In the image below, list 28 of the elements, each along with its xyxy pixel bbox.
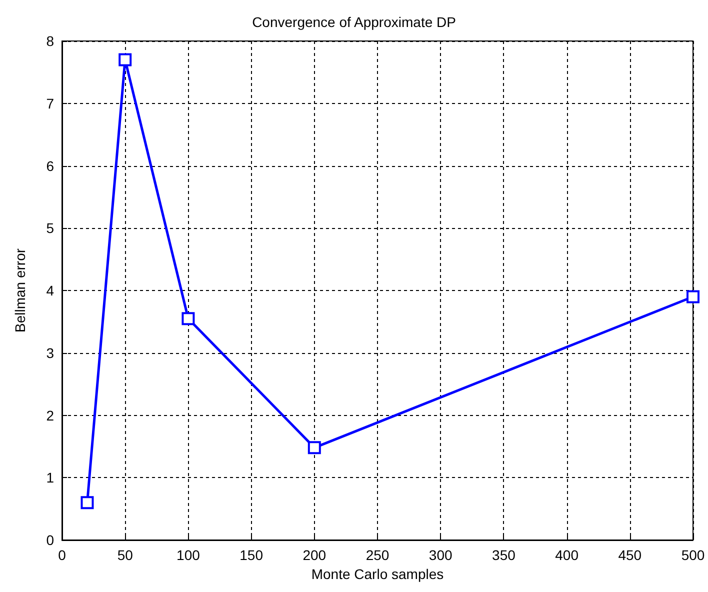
point (308, 441, 321, 454)
x-tick-label: 150 (240, 547, 264, 563)
point (80, 496, 94, 510)
x-tick-label: 0 (58, 547, 66, 563)
y-axis-title: Bellman error (12, 248, 28, 333)
y-tick-label: 8 (46, 33, 54, 49)
x-tick-label: 200 (302, 547, 326, 563)
y-tick-label: 4 (46, 282, 54, 298)
x-tick-label: 300 (428, 547, 452, 563)
y-tick-label: 2 (46, 407, 54, 424)
y-tick-label: 0 (46, 532, 54, 548)
x-tick-label: 500 (681, 547, 705, 563)
chart-title: Convergence of Approximate DP (252, 14, 456, 30)
point (182, 312, 195, 326)
point (118, 53, 132, 66)
y-tick-label: 5 (46, 220, 54, 236)
x-tick-label: 100 (176, 547, 200, 563)
y-tick-label: 6 (46, 158, 54, 174)
y-tick-label: 7 (46, 95, 54, 112)
x-tick-label: 450 (618, 547, 642, 563)
y-tick-label: 1 (46, 470, 54, 486)
x-axis-title: Monte Carlo samples (311, 566, 444, 582)
x-tick-label: 350 (492, 547, 516, 563)
point (686, 290, 700, 304)
x-tick-label: 50 (117, 547, 134, 563)
y-tick-label: 3 (46, 344, 54, 361)
x-tick-label: 250 (366, 547, 390, 563)
x-tick-label: 400 (555, 547, 579, 563)
